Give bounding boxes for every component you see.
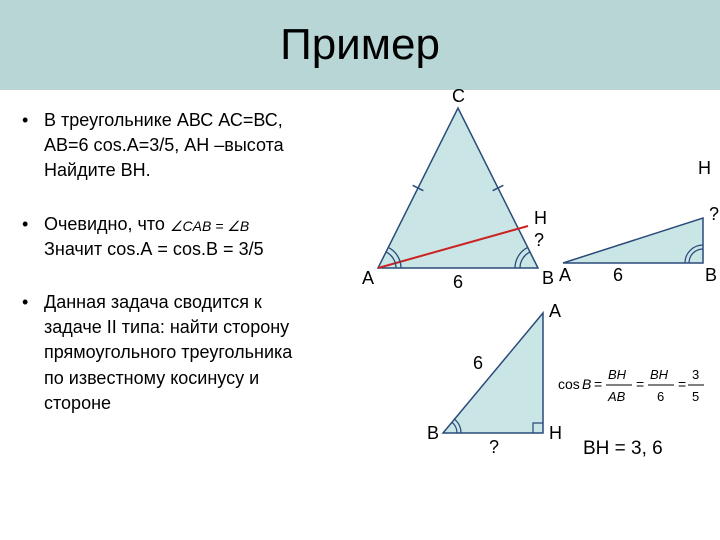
b3-l2: задаче II типа: найти сторону [44,317,289,337]
b3-l1: Данная задача сводится к [44,292,262,312]
svg-text:BH: BH [608,367,627,382]
left-column: В треугольнике АВС АС=ВС, АВ=6 соs.А=3/5… [18,108,358,444]
svg-text:6: 6 [473,353,483,373]
b3-l3: прямоугольного треугольника [44,342,292,362]
svg-text:3: 3 [692,367,699,382]
b2-l2: Значит соs.А = соs.В = 3/5 [44,239,264,259]
bullet-3: Данная задача сводится к задаче II типа:… [18,290,350,416]
b3-l4: по известному косинусу и [44,368,259,388]
angle-expression-image: ∠CAB = ∠B [170,215,260,235]
page-title: Пример [280,20,440,70]
bullet-1: В треугольнике АВС АС=ВС, АВ=6 соs.А=3/5… [18,108,350,184]
svg-text:В: В [705,265,717,285]
svg-text:В: В [427,423,439,443]
b2-l1: Очевидно, что [44,214,165,234]
svg-text:А: А [559,265,571,285]
b3-l5: стороне [44,393,111,413]
svg-text:6: 6 [613,265,623,285]
b1-l3: Найдите ВН. [44,160,151,180]
svg-text:6: 6 [657,389,664,404]
content-area: В треугольнике АВС АС=ВС, АВ=6 соs.А=3/5… [0,90,720,444]
bullet-list: В треугольнике АВС АС=ВС, АВ=6 соs.А=3/5… [18,108,350,416]
title-band: Пример [0,0,720,90]
b1-l2: АВ=6 соs.А=3/5, АН –высота [44,135,284,155]
svg-text:∠CAB = ∠B: ∠CAB = ∠B [170,218,249,234]
right-column: АВСН6? АВ6? Н ВНА6? cos B = BH AB = BH 6 [358,108,702,444]
svg-text:=: = [636,376,644,392]
svg-text:?: ? [709,204,719,224]
svg-text:=: = [594,376,602,392]
answer-text: ВН = 3, 6 [583,438,663,460]
formula-cosB: cos B = BH AB = BH 6 = 3 5 [558,363,708,412]
svg-text:Н: Н [549,423,562,443]
svg-text:cos: cos [558,376,580,392]
bullet-2: Очевидно, что ∠CAB = ∠B Значит соs.А = с… [18,212,350,262]
svg-text:?: ? [489,437,499,457]
svg-text:B: B [582,376,591,392]
svg-text:С: С [452,86,465,106]
svg-text:BH: BH [650,367,669,382]
svg-text:5: 5 [692,389,699,404]
diagram-right-triangle: АВ6? [553,208,720,288]
svg-text:AB: AB [607,389,626,404]
diagram-bottom-triangle: ВНА6? [433,303,573,458]
b1-l1: В треугольнике АВС АС=ВС, [44,110,283,130]
svg-text:=: = [678,376,686,392]
svg-text:А: А [362,268,374,288]
svg-text:Н: Н [534,208,547,228]
svg-text:А: А [549,301,561,321]
label-H-standalone: Н [698,158,711,179]
svg-text:6: 6 [453,272,463,292]
svg-text:?: ? [534,230,544,250]
diagram-main-triangle: АВСН6? [358,98,578,298]
